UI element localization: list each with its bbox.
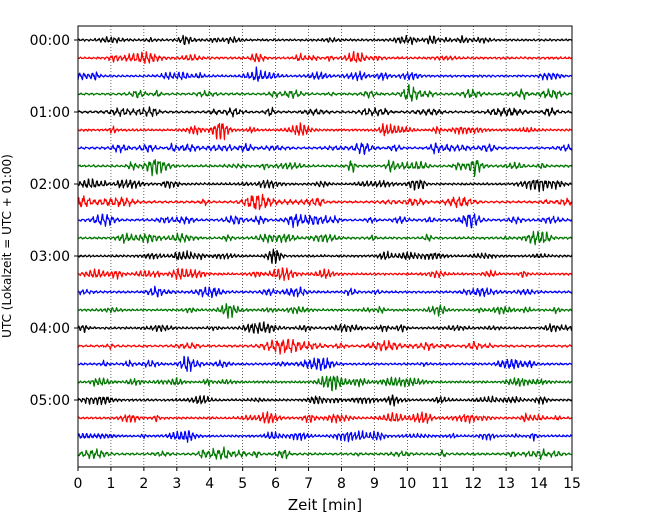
x-tick-label: 9: [370, 476, 379, 492]
x-tick-label: 2: [139, 476, 148, 492]
trace-line: [77, 106, 573, 118]
trace-line: [77, 178, 573, 193]
trace-line: [77, 394, 573, 407]
y-tick-label: 01:00: [30, 105, 70, 121]
trace-line: [77, 66, 573, 82]
y-tick-label: 00:00: [30, 33, 70, 49]
trace-line: [77, 375, 573, 392]
trace-line: [77, 193, 573, 211]
x-tick-label: 4: [205, 476, 214, 492]
y-tick-label: 03:00: [30, 249, 70, 265]
y-tick-label: 05:00: [30, 393, 70, 409]
x-tick-label: 10: [398, 476, 416, 492]
x-tick-label: 8: [337, 476, 346, 492]
trace-line: [77, 411, 573, 424]
plot-frame: [77, 25, 573, 468]
y-axis-label: UTC (Lokalzeit = UTC + 01:00): [0, 154, 14, 338]
x-tick-label: 15: [563, 476, 581, 492]
trace-line: [77, 338, 573, 355]
trace-line: [77, 267, 573, 282]
trace-line: [77, 446, 573, 461]
x-tick-label: 3: [172, 476, 181, 492]
x-tick-label: 5: [238, 476, 247, 492]
x-tick-label: 0: [74, 476, 83, 492]
x-tick-label: 13: [497, 476, 515, 492]
trace-line: [77, 285, 573, 299]
trace-line: [77, 430, 573, 443]
x-tick-label: 6: [271, 476, 280, 492]
seismic-traces: [77, 34, 573, 461]
trace-line: [77, 230, 573, 246]
trace-line: [77, 303, 573, 319]
x-tick-label: 14: [530, 476, 548, 492]
trace-line: [77, 122, 573, 141]
x-tick-label: 7: [304, 476, 313, 492]
x-axis-ticks: 0 1 2 3 4 5 6 7 8 9 10 11 12 13 14 15: [74, 467, 581, 492]
y-axis-ticks: 00:00 01:00 02:00 03:00 04:00 05:00: [30, 33, 78, 409]
x-tick-label: 11: [431, 476, 449, 492]
trace-line: [77, 50, 573, 65]
trace-line: [77, 84, 573, 102]
trace-line: [77, 159, 573, 178]
y-tick-label: 02:00: [30, 177, 70, 193]
trace-line: [77, 213, 573, 229]
x-tick-label: 1: [106, 476, 115, 492]
trace-line: [77, 355, 573, 373]
trace-line: [77, 142, 573, 156]
x-axis-label: Zeit [min]: [288, 496, 362, 514]
trace-line: [77, 321, 573, 334]
y-tick-label: 04:00: [30, 321, 70, 337]
x-tick-label: 12: [464, 476, 482, 492]
trace-line: [77, 248, 573, 265]
trace-line: [77, 34, 573, 46]
